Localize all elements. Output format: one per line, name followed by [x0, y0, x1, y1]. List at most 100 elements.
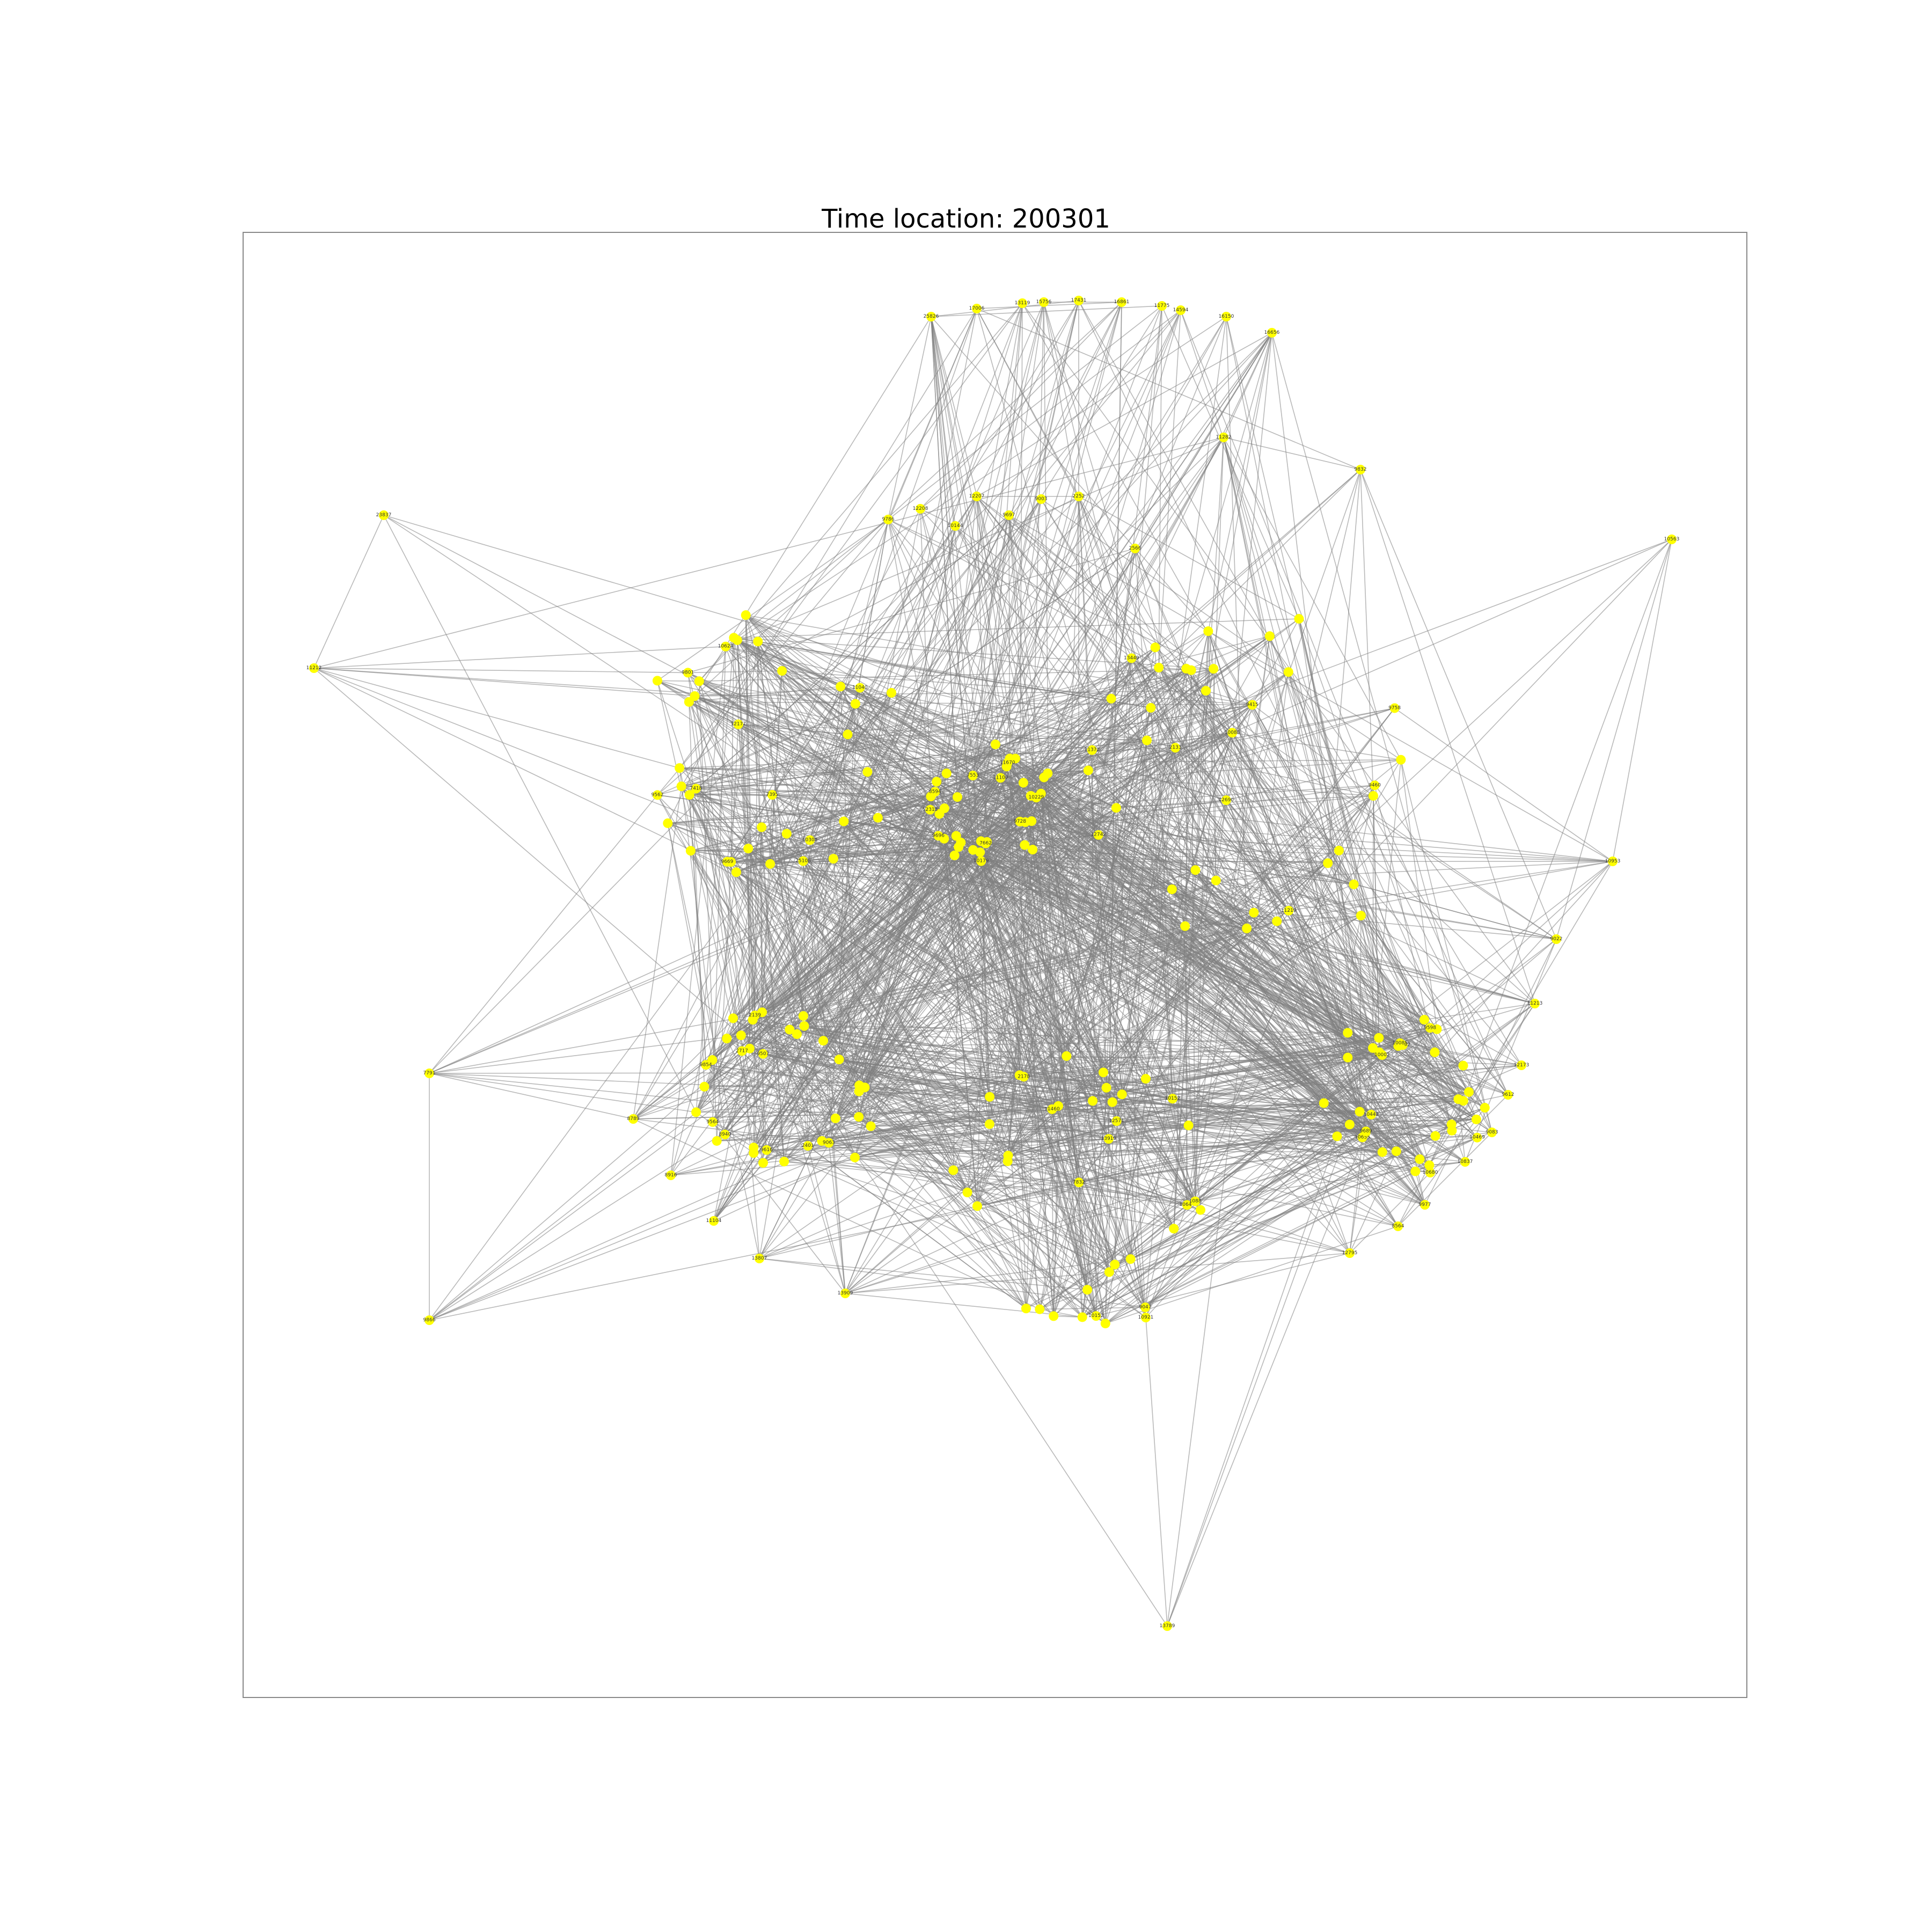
graph-edge	[835, 781, 937, 1119]
graph-edge	[931, 316, 974, 850]
node-marker	[1430, 1131, 1440, 1141]
graph-edge	[858, 437, 1224, 1092]
node-marker	[1323, 858, 1333, 868]
graph-edge	[1041, 793, 1425, 1020]
graph-node	[850, 1152, 860, 1162]
node-marker	[1283, 667, 1293, 677]
graph-edge	[1006, 766, 1033, 850]
graph-edge	[1397, 1107, 1485, 1227]
graph-node	[1196, 1205, 1206, 1215]
graph-node	[1125, 1254, 1136, 1264]
graph-edge	[1195, 636, 1270, 1202]
graph-edge	[1180, 310, 1374, 796]
graph-edge	[943, 838, 1383, 1153]
graph-edge	[1208, 631, 1401, 760]
graph-edge	[657, 519, 889, 682]
graph-edge	[1041, 499, 1348, 1033]
graph-node	[932, 777, 942, 787]
graph-edge	[944, 808, 1201, 1211]
graph-edge	[1030, 795, 1399, 1227]
graph-edge	[657, 680, 699, 682]
graph-edge	[1232, 733, 1348, 1033]
graph-edge	[931, 316, 982, 861]
graph-edge	[694, 696, 947, 774]
graph-node	[1344, 1119, 1355, 1130]
graph-node: 9977	[1419, 1200, 1431, 1210]
graph-edge	[1024, 844, 1425, 1205]
node-label: 9003	[1035, 496, 1048, 502]
graph-edge	[1191, 670, 1355, 885]
graph-node: 17431	[1071, 296, 1086, 305]
graph-edge	[980, 840, 1466, 1162]
graph-edge	[1180, 310, 1452, 1125]
graph-node: 10144	[948, 521, 963, 531]
graph-node	[948, 1165, 958, 1175]
graph-edge	[859, 687, 1032, 822]
graph-edge	[1043, 777, 1324, 1103]
graph-edge	[888, 519, 1214, 669]
graph-node	[785, 1024, 795, 1035]
graph-node	[1154, 662, 1164, 672]
graph-edge	[1146, 740, 1425, 1205]
graph-edge	[986, 841, 1277, 922]
node-label: 7662	[979, 841, 992, 846]
node-marker	[854, 1112, 864, 1122]
graph-edge	[1047, 749, 1093, 774]
graph-node	[712, 1136, 722, 1146]
node-marker	[850, 1152, 860, 1162]
graph-edge	[839, 1059, 1366, 1133]
node-marker	[628, 1114, 638, 1124]
node-marker	[952, 792, 962, 802]
graph-edge	[745, 614, 1253, 706]
graph-edge	[689, 794, 980, 853]
graph-node	[1458, 1060, 1468, 1071]
graph-edge	[1109, 1152, 1383, 1273]
node-marker	[1332, 1131, 1342, 1141]
graph-edge	[1024, 698, 1112, 845]
graph-edge	[429, 1073, 697, 1113]
graph-node	[962, 1187, 972, 1197]
graph-node	[798, 1011, 808, 1021]
graph-edge	[633, 846, 959, 1119]
graph-edge	[1167, 1124, 1350, 1627]
graph-edge	[1047, 539, 1672, 774]
graph-node	[1249, 908, 1259, 918]
graph-node	[1018, 778, 1028, 788]
graph-node	[1098, 1067, 1108, 1078]
graph-edge	[1078, 496, 1299, 619]
graph-edge	[727, 861, 1366, 1133]
node-label: 12207	[969, 494, 985, 499]
graph-edge	[1205, 332, 1272, 691]
node-marker	[1377, 1147, 1387, 1157]
graph-edge	[1023, 759, 1401, 784]
graph-edge	[802, 303, 1023, 861]
graph-edge	[313, 668, 695, 697]
graph-node	[676, 781, 686, 792]
graph-edge	[1041, 793, 1173, 1099]
node-marker	[758, 1158, 768, 1168]
node-marker	[1463, 1087, 1474, 1097]
graph-node: 7791	[423, 1069, 435, 1078]
graph-edge	[745, 614, 848, 735]
graph-edge	[936, 316, 1227, 782]
graph-node	[743, 844, 753, 854]
graph-edge	[1040, 793, 1088, 1290]
node-label: 11282	[1216, 435, 1232, 440]
graph-edge	[1088, 770, 1362, 916]
node-marker	[984, 1119, 994, 1129]
node-marker	[425, 1069, 434, 1078]
graph-node	[1107, 1097, 1117, 1107]
node-marker	[1003, 1151, 1013, 1161]
graph-node: 9003	[1035, 494, 1048, 504]
node-label: 2252	[1073, 494, 1085, 499]
graph-edge	[1360, 469, 1374, 796]
graph-edge	[1015, 758, 1435, 1053]
graph-edge	[1030, 795, 1350, 1125]
graph-edge	[972, 850, 1088, 1290]
node-marker	[1264, 631, 1275, 641]
graph-node	[1111, 803, 1121, 813]
graph-edge	[1032, 849, 1104, 1073]
node-label: 13919	[1101, 1136, 1117, 1141]
graph-node	[952, 792, 962, 802]
graph-edge	[859, 740, 1147, 1086]
